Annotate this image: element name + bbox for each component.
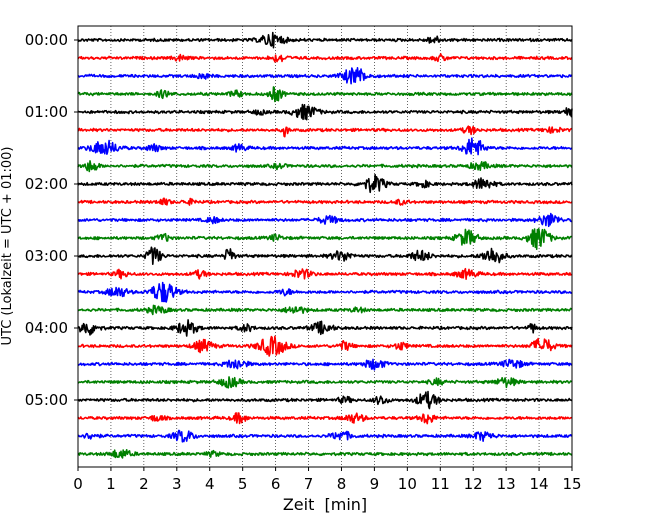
x-tick-label: 1 xyxy=(106,475,116,493)
y-tick-label: 04:00 xyxy=(25,319,68,337)
y-tick-label: 05:00 xyxy=(25,391,68,409)
x-tick-label: 7 xyxy=(304,475,314,493)
seismic-trace xyxy=(77,267,573,280)
seismic-trace xyxy=(77,86,573,103)
trace-group xyxy=(77,31,573,459)
y-axis-label: UTC (Lokalzeit = UTC + 01:00) xyxy=(0,147,15,346)
seismic-trace xyxy=(77,53,573,63)
seismic-trace xyxy=(77,125,573,138)
y-tick-label: 03:00 xyxy=(25,247,68,265)
seismic-trace xyxy=(77,160,573,173)
seismic-trace xyxy=(77,212,573,228)
x-tick-label: 8 xyxy=(337,475,347,493)
seismic-trace xyxy=(77,281,573,303)
y-tick-label: 01:00 xyxy=(25,103,68,121)
seismic-trace xyxy=(77,31,573,49)
x-tick-label: 13 xyxy=(497,475,516,493)
x-tick-label: 9 xyxy=(370,475,380,493)
seismic-trace xyxy=(77,429,573,443)
y-tick-label: 02:00 xyxy=(25,175,68,193)
seismic-trace xyxy=(77,376,573,389)
x-axis-ticks: 0 1 2 3 4 5 6 7 8 9 10 11 12 13 14 15 xyxy=(73,467,582,493)
x-tick-label: 11 xyxy=(431,475,450,493)
seismic-trace xyxy=(77,197,573,206)
x-tick-label: 14 xyxy=(530,475,549,493)
plot-frame xyxy=(77,25,573,468)
seismic-trace xyxy=(77,358,573,371)
seismic-trace xyxy=(77,304,573,316)
seismic-trace xyxy=(77,246,573,265)
seismic-trace xyxy=(77,137,573,156)
x-tick-label: 2 xyxy=(139,475,149,493)
x-tick-label: 10 xyxy=(398,475,417,493)
seismic-trace xyxy=(77,335,573,357)
x-tick-label: 5 xyxy=(238,475,248,493)
y-axis-ticks: 00:00 01:00 02:00 03:00 04:00 05:00 xyxy=(25,31,78,409)
x-tick-label: 15 xyxy=(562,475,581,493)
x-tick-label: 6 xyxy=(271,475,281,493)
x-tick-label: 3 xyxy=(172,475,182,493)
x-tick-label: 12 xyxy=(464,475,483,493)
seismic-trace xyxy=(77,390,573,410)
seismic-trace xyxy=(77,173,573,194)
x-tick-label: 0 xyxy=(73,475,83,493)
x-axis-label: Zeit [min] xyxy=(283,495,367,514)
x-tick-label: 4 xyxy=(205,475,215,493)
y-tick-label: 00:00 xyxy=(25,31,68,49)
seismic-trace xyxy=(77,67,573,85)
seismic-trace xyxy=(77,228,573,250)
seismic-trace xyxy=(77,449,573,459)
seismic-trace xyxy=(77,319,573,337)
seismic-trace xyxy=(77,103,573,121)
seismic-trace xyxy=(77,412,573,425)
